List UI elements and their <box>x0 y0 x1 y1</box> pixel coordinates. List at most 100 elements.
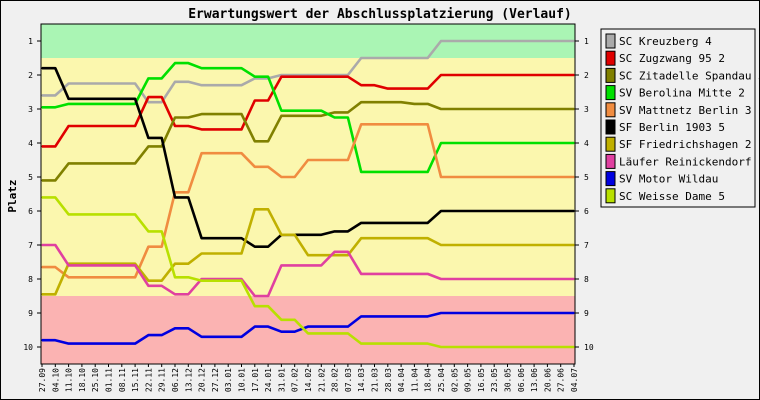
data-point <box>214 279 216 282</box>
data-point <box>94 82 97 85</box>
x-tick-label: 13.06 <box>530 368 539 392</box>
data-point <box>174 80 176 83</box>
x-tick-label: 23.05 <box>490 368 499 392</box>
data-point <box>333 230 336 233</box>
data-point <box>320 114 323 117</box>
data-point <box>307 159 309 161</box>
data-point <box>506 346 509 348</box>
data-point <box>253 295 256 297</box>
data-point <box>41 244 43 246</box>
data-point <box>160 77 163 80</box>
data-point <box>54 106 57 109</box>
data-point <box>519 40 522 42</box>
data-point <box>107 97 110 100</box>
data-point <box>240 335 243 338</box>
data-point <box>134 125 137 127</box>
data-point <box>426 171 429 173</box>
data-point <box>147 245 150 248</box>
data-point <box>54 339 57 342</box>
data-point <box>280 176 283 178</box>
data-point <box>253 325 256 328</box>
data-point <box>333 159 336 161</box>
data-point <box>426 87 429 90</box>
data-point <box>200 237 203 240</box>
data-point <box>174 116 176 119</box>
data-point <box>533 74 535 76</box>
data-point <box>200 335 203 338</box>
data-point <box>453 108 456 110</box>
data-point <box>573 210 575 212</box>
data-point <box>267 75 269 78</box>
data-point <box>546 278 549 280</box>
data-point <box>280 233 283 236</box>
data-point <box>293 75 296 78</box>
data-point <box>440 74 442 76</box>
data-point <box>333 111 336 114</box>
x-tick-label: 13.12 <box>184 368 193 392</box>
data-point <box>227 152 230 155</box>
data-point <box>413 237 416 240</box>
data-point <box>120 82 123 85</box>
data-point <box>453 244 456 246</box>
data-point <box>519 142 522 144</box>
data-point <box>426 342 429 345</box>
x-tick-label: 06.12 <box>171 368 180 392</box>
data-point <box>147 101 150 104</box>
data-point <box>347 332 349 335</box>
data-point <box>67 103 70 105</box>
data-point <box>373 315 376 318</box>
data-point <box>559 142 562 144</box>
data-point <box>493 244 496 246</box>
data-point <box>360 123 363 126</box>
data-point <box>466 176 469 178</box>
data-point <box>320 325 323 328</box>
x-tick-label: 28.02 <box>331 368 340 392</box>
legend-swatch <box>605 85 616 101</box>
data-point <box>519 176 522 178</box>
data-point <box>506 176 509 178</box>
y-tick-label-right: 8 <box>584 275 589 284</box>
data-point <box>360 222 363 224</box>
data-point <box>480 210 482 212</box>
data-point <box>227 335 230 338</box>
y-tick-label: 6 <box>28 207 33 216</box>
legend-swatch <box>605 102 616 118</box>
x-tick-label: 18.04 <box>424 368 433 392</box>
legend-label: SF Berlin 1903 5 <box>619 121 725 134</box>
data-point <box>386 101 389 104</box>
data-point <box>227 84 230 87</box>
data-point <box>533 108 535 110</box>
data-point <box>67 125 70 127</box>
data-point <box>240 279 243 282</box>
data-point <box>307 264 309 267</box>
data-point <box>413 57 416 59</box>
x-tick-label: 30.05 <box>504 368 513 392</box>
data-point <box>307 325 309 328</box>
data-point <box>187 327 190 330</box>
data-point <box>41 179 43 182</box>
x-tick-label: 27.12 <box>211 368 220 392</box>
y-tick-label-right: 7 <box>584 241 589 250</box>
data-point <box>81 276 83 279</box>
series-group-2 <box>41 100 575 182</box>
data-point <box>466 210 469 212</box>
data-point <box>81 213 83 216</box>
data-point <box>573 108 575 110</box>
legend-label: SV Motor Wildau <box>619 173 718 186</box>
y-tick-label: 1 <box>28 37 33 46</box>
data-point <box>240 128 243 131</box>
x-tick-label: 17.01 <box>251 368 260 392</box>
data-point <box>413 342 416 345</box>
data-point <box>253 99 256 102</box>
data-point <box>386 222 389 224</box>
series-group-0 <box>41 39 575 104</box>
legend-label: Läufer Reinickendorf <box>619 155 751 168</box>
y-tick-label-right: 2 <box>584 71 589 80</box>
data-point <box>320 109 323 112</box>
y-tick-label-right: 4 <box>584 139 589 148</box>
data-point <box>546 74 549 76</box>
data-point <box>41 145 43 148</box>
data-point <box>307 114 309 117</box>
data-point <box>373 222 376 224</box>
data-point <box>400 342 402 345</box>
